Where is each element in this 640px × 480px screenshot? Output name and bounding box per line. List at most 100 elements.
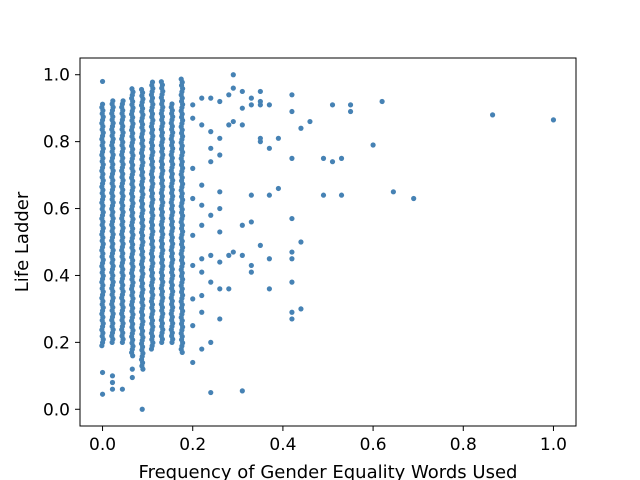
data-point [230, 118, 236, 125]
data-point [99, 101, 106, 107]
data-point [120, 98, 126, 104]
data-point [320, 155, 327, 161]
data-point [230, 249, 236, 255]
data-point [178, 76, 184, 82]
y-tick-label: 0.6 [43, 200, 70, 220]
data-point [190, 102, 196, 108]
data-point [289, 316, 295, 322]
data-point [411, 195, 417, 202]
data-point [190, 296, 196, 302]
data-point [208, 95, 214, 101]
data-point [208, 212, 214, 218]
data-point [347, 108, 354, 115]
data-point [239, 105, 245, 111]
data-point [208, 389, 214, 396]
data-point [199, 222, 205, 228]
data-point [217, 286, 223, 292]
data-point [217, 98, 223, 105]
data-point [257, 135, 263, 141]
data-point [129, 374, 135, 381]
y-tick-label: 0.0 [43, 400, 70, 420]
data-point [257, 242, 263, 248]
data-point [217, 135, 223, 141]
data-point [289, 215, 295, 222]
data-point [289, 155, 295, 161]
data-point [347, 102, 354, 108]
x-tick-label: 1.0 [540, 435, 567, 455]
data-point [199, 95, 205, 101]
data-point [266, 286, 272, 292]
data-point [489, 112, 496, 118]
data-point [248, 262, 254, 269]
data-point [257, 88, 263, 95]
x-axis-label: Frequency of Gender Equality Words Used [139, 462, 518, 480]
y-tick-label: 0.4 [43, 266, 70, 286]
data-point [289, 92, 295, 98]
data-point [329, 102, 336, 108]
data-point [289, 108, 295, 115]
data-point [158, 79, 164, 85]
data-point [298, 306, 304, 312]
data-point [230, 72, 236, 78]
data-point [320, 192, 327, 198]
data-point [226, 252, 232, 258]
data-point [199, 256, 205, 262]
y-tick-label: 0.8 [43, 133, 70, 153]
data-point [298, 239, 304, 245]
data-point [217, 229, 223, 235]
data-point [217, 316, 223, 322]
data-point [266, 256, 272, 262]
data-point [289, 279, 295, 285]
data-point [239, 88, 245, 95]
data-point [199, 309, 205, 315]
data-point [289, 309, 295, 315]
data-point [149, 79, 156, 85]
data-point [99, 391, 106, 397]
data-point [248, 219, 254, 225]
data-point [110, 98, 116, 104]
data-point [248, 102, 254, 108]
data-point [138, 86, 145, 93]
data-point [266, 192, 272, 198]
data-point [226, 92, 232, 98]
data-point [129, 86, 135, 92]
y-axis-ticks: 0.0 0.2 0.4 0.6 0.8 1.0 [43, 66, 80, 420]
y-axis-label: Life Ladder [12, 191, 33, 292]
data-point [217, 152, 223, 158]
data-point [190, 115, 196, 121]
data-point [226, 122, 232, 128]
x-tick-label: 0.2 [179, 435, 206, 455]
data-point [257, 98, 263, 105]
data-point [139, 406, 145, 412]
data-point [199, 182, 205, 188]
data-point [109, 373, 116, 379]
data-point [208, 339, 214, 345]
data-point [239, 252, 245, 258]
plot-frame [79, 57, 577, 427]
data-point [217, 205, 223, 212]
x-axis-ticks: 0.0 0.2 0.4 0.6 0.8 1.0 [89, 426, 567, 455]
data-point [275, 135, 281, 141]
data-point [129, 366, 135, 372]
data-point [266, 102, 272, 108]
data-point [370, 142, 376, 148]
data-point [199, 122, 205, 128]
data-point [390, 189, 396, 195]
data-point [298, 125, 304, 131]
data-point [289, 256, 295, 262]
data-point [109, 379, 116, 386]
data-point [379, 98, 385, 105]
data-point [239, 222, 245, 228]
data-point [99, 369, 106, 376]
data-point [190, 165, 196, 171]
data-point [289, 249, 295, 255]
data-point [217, 189, 223, 195]
x-tick-label: 0.4 [269, 435, 296, 455]
data-point [190, 323, 196, 329]
data-point [208, 252, 214, 258]
data-point [239, 388, 245, 394]
data-point [226, 286, 232, 292]
y-tick-label: 0.2 [43, 333, 70, 353]
